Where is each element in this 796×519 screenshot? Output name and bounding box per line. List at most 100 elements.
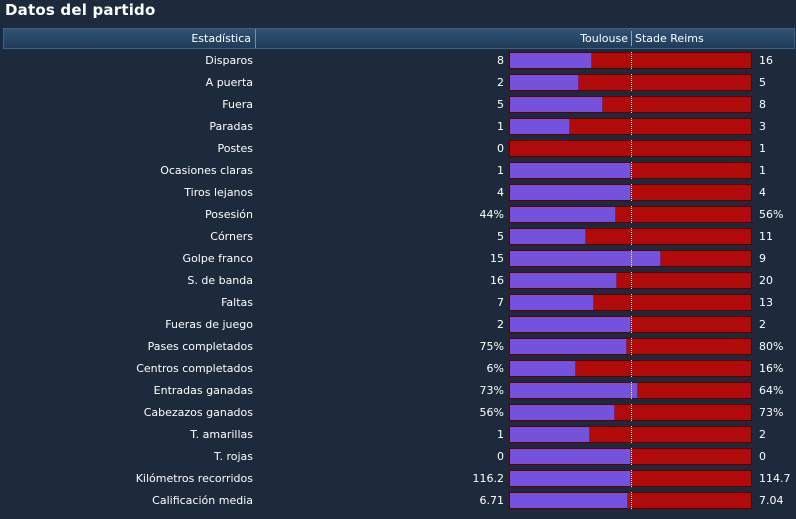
stat-label: Disparos [205, 54, 253, 67]
stat-row: Córners 5 11 [0, 226, 796, 248]
comparison-bar [509, 74, 752, 91]
away-value: 2 [759, 318, 766, 331]
stat-row: Faltas 7 13 [0, 292, 796, 314]
bar-midline [631, 426, 632, 443]
home-share-fill [510, 163, 631, 178]
comparison-bar [509, 316, 752, 333]
away-value: 5 [759, 76, 766, 89]
away-value: 11 [759, 230, 773, 243]
bar-midline [631, 448, 632, 465]
header-home-team[interactable]: Toulouse [580, 32, 628, 45]
home-value: 7 [497, 296, 504, 309]
comparison-bar [509, 52, 752, 69]
comparison-bar [509, 272, 752, 289]
stat-label: Kilómetros recorridos [135, 472, 253, 485]
home-share-fill [510, 449, 631, 464]
home-value: 0 [497, 142, 504, 155]
home-share-fill [510, 251, 661, 266]
stat-row: Ocasiones claras 1 1 [0, 160, 796, 182]
stat-label: Paradas [209, 120, 253, 133]
away-value: 8 [759, 98, 766, 111]
bar-midline [631, 228, 632, 245]
home-share-fill [510, 295, 594, 310]
stat-row: Posesión 44% 56% [0, 204, 796, 226]
comparison-bar [509, 118, 752, 135]
comparison-bar [509, 250, 752, 267]
stat-row: T. amarillas 1 2 [0, 424, 796, 446]
bar-midline [631, 272, 632, 289]
stat-row: Pases completados 75% 80% [0, 336, 796, 358]
comparison-bar [509, 404, 752, 421]
away-value: 114.7 [759, 472, 791, 485]
home-value: 15 [490, 252, 504, 265]
bar-midline [631, 118, 632, 135]
stat-label: Entradas ganadas [153, 384, 253, 397]
comparison-bar [509, 140, 752, 157]
bar-midline [631, 360, 632, 377]
home-value: 44% [479, 208, 504, 221]
away-value: 13 [759, 296, 773, 309]
bar-midline [631, 404, 632, 421]
stat-label: Tiros lejanos [184, 186, 253, 199]
stat-label: Faltas [221, 296, 253, 309]
home-value: 56% [479, 406, 504, 419]
home-share-fill [510, 405, 615, 420]
bar-midline [631, 140, 632, 157]
home-share-fill [510, 317, 631, 332]
home-value: 1 [497, 428, 504, 441]
stats-table-header: Estadística Toulouse Stade Reims [3, 28, 795, 49]
stat-label: Calificación media [152, 494, 253, 507]
away-value: 16 [759, 54, 773, 67]
stat-row: Cabezazos ganados 56% 73% [0, 402, 796, 424]
stat-row: Postes 0 1 [0, 138, 796, 160]
home-share-fill [510, 427, 590, 442]
stat-row: Fuera 5 8 [0, 94, 796, 116]
bar-midline [631, 316, 632, 333]
home-share-fill [510, 53, 592, 68]
home-share-fill [510, 119, 570, 134]
home-share-fill [510, 97, 603, 112]
stat-label: T. rojas [214, 450, 253, 463]
bar-midline [631, 52, 632, 69]
stat-row: Kilómetros recorridos 116.2 114.7 [0, 468, 796, 490]
away-value: 7.04 [759, 494, 784, 507]
stat-row: Disparos 8 16 [0, 50, 796, 72]
home-share-fill [510, 383, 638, 398]
comparison-bar [509, 206, 752, 223]
header-away-team[interactable]: Stade Reims [635, 32, 704, 45]
home-value: 6.71 [479, 494, 505, 507]
comparison-bar [509, 96, 752, 113]
comparison-bar [509, 162, 752, 179]
home-share-fill [510, 185, 631, 200]
stat-row: Calificación media 6.71 7.04 [0, 490, 796, 512]
home-value: 0 [497, 450, 504, 463]
stat-row: Entradas ganadas 73% 64% [0, 380, 796, 402]
bar-midline [631, 96, 632, 113]
away-value: 2 [759, 428, 766, 441]
stat-label: A puerta [205, 76, 253, 89]
comparison-bar [509, 184, 752, 201]
stat-label: Ocasiones claras [160, 164, 253, 177]
away-value: 4 [759, 186, 766, 199]
header-stat-column[interactable]: Estadística [4, 29, 256, 48]
stat-row: Golpe franco 15 9 [0, 248, 796, 270]
home-value: 5 [497, 98, 504, 111]
home-value: 4 [497, 186, 504, 199]
away-value: 20 [759, 274, 773, 287]
home-share-fill [510, 493, 628, 508]
stat-row: Fueras de juego 2 2 [0, 314, 796, 336]
stat-row: A puerta 2 5 [0, 72, 796, 94]
bar-midline [631, 206, 632, 223]
home-value: 5 [497, 230, 504, 243]
home-value: 8 [497, 54, 504, 67]
home-value: 2 [497, 318, 504, 331]
comparison-bar [509, 448, 752, 465]
away-value: 3 [759, 120, 766, 133]
bar-midline [631, 492, 632, 509]
panel-title: Datos del partido [5, 1, 156, 19]
home-share-fill [510, 207, 616, 222]
home-share-fill [510, 273, 617, 288]
bar-midline [631, 294, 632, 311]
away-value: 0 [759, 450, 766, 463]
